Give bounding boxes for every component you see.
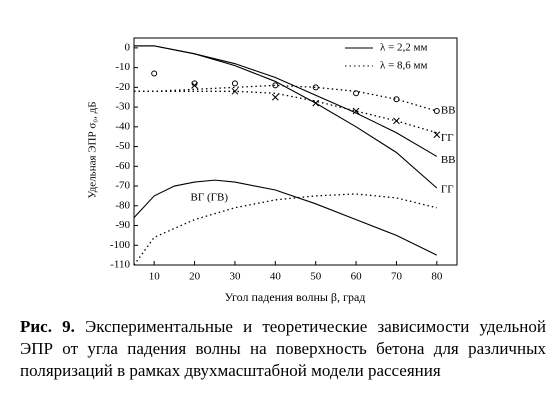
caption-label: Рис. 9. [20,317,75,336]
x-tick-label: 80 [431,271,443,283]
x-tick-label: 10 [149,271,161,283]
point [231,87,239,95]
legend-label: λ = 8,6 мм [380,60,427,72]
point [312,84,319,91]
point [433,108,440,115]
point [353,90,360,97]
y-tick-label: -40 [115,120,130,132]
caption-text: Экспериментальные и теоретические зависи… [20,317,546,380]
caption: Рис. 9. Экспериментальные и теоретически… [20,316,546,382]
annotation: ВВ [441,154,456,166]
series-line [134,90,437,134]
series-line [133,193,437,266]
x-tick-label: 40 [270,271,282,283]
y-axis-label: Удельная ЭПР σ₀, дБ [87,101,99,198]
series-line [134,45,438,189]
y-tick-label: -50 [115,140,130,152]
series-line [133,179,438,256]
point [433,131,441,139]
annotation: ВВ [441,105,456,117]
point [312,99,320,107]
point [352,107,360,115]
y-tick-label: -100 [110,239,131,251]
y-tick-label: -90 [115,219,130,231]
point [151,70,158,77]
point [393,117,400,125]
y-tick-label: 0 [125,41,131,53]
point [191,82,198,89]
y-tick-label: -30 [115,101,130,113]
x-tick-label: 60 [351,271,363,283]
point [271,93,279,101]
legend-label: λ = 2,2 мм [380,42,427,54]
y-tick-label: -80 [115,199,130,211]
y-tick-label: -20 [115,81,130,93]
point [272,82,279,89]
x-tick-label: 20 [189,271,201,283]
plot-frame [133,37,458,266]
series-line [134,84,437,112]
annotation: ВГ (ГВ) [191,191,229,203]
annotation: ГГ [441,184,454,196]
point [393,96,400,103]
annotation: ГГ [441,132,454,144]
y-tick-label: -110 [110,259,130,271]
x-tick-label: 30 [229,271,241,283]
chart: Удельная ЭПР σ₀, дБ Угол падения волны β… [87,37,458,304]
y-tick-label: -60 [115,160,130,172]
x-tick-label: 70 [391,271,403,283]
y-tick-label: -10 [115,61,130,73]
y-tick-label: -70 [115,180,130,192]
point [231,80,238,87]
x-tick-label: 50 [310,271,322,283]
x-axis-label: Угол падения волны β, град [225,290,366,304]
